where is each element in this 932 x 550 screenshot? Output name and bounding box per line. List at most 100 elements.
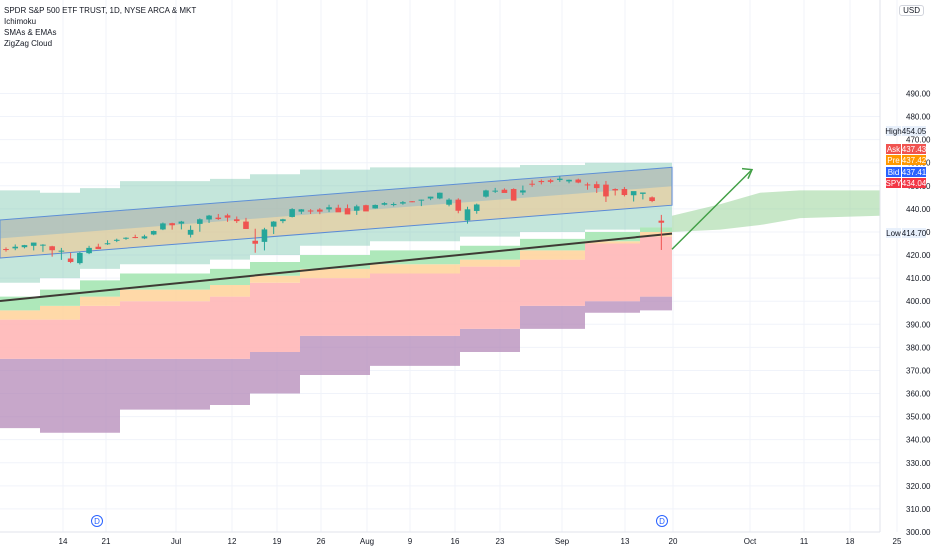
time-axis[interactable]: 14 21 Jul 12 19 26 Aug 9 16 23 Sep 13 20 Oct 11 18 25 D D xyxy=(0,515,902,547)
candle-body xyxy=(298,209,305,212)
candle xyxy=(12,244,19,251)
candle-body xyxy=(520,190,526,193)
price-tag-label: Bid xyxy=(888,168,900,177)
price-tick-label: 410.00 xyxy=(906,274,931,283)
candle xyxy=(363,204,369,212)
price-tag-value: 437.41 xyxy=(902,168,927,177)
candle-body xyxy=(390,204,397,206)
candle-body xyxy=(427,196,434,199)
candle-body xyxy=(86,247,92,254)
candle-body xyxy=(280,219,286,222)
candle xyxy=(473,203,480,214)
candle xyxy=(538,179,545,185)
candle-body xyxy=(409,201,415,203)
candle-body xyxy=(104,243,111,245)
candle xyxy=(418,199,425,207)
price-tag-value-bg xyxy=(902,144,926,154)
candle xyxy=(67,252,74,264)
price-tag-high: High 454.05 xyxy=(885,126,927,136)
candle xyxy=(298,209,305,214)
candle-body xyxy=(464,209,471,221)
candle-body xyxy=(437,192,443,199)
candle xyxy=(86,245,92,255)
candle xyxy=(40,244,46,252)
price-tag-value: 434.04 xyxy=(902,179,927,188)
indicator-ichimoku[interactable]: Ichimoku xyxy=(4,17,37,26)
candle xyxy=(529,180,535,187)
price-tag-pre: Pre 437.42 xyxy=(886,155,927,165)
candle xyxy=(95,243,102,250)
candle xyxy=(483,189,489,198)
candle xyxy=(307,209,314,214)
candle xyxy=(113,238,120,243)
time-tick-label: 16 xyxy=(451,537,460,546)
candle xyxy=(649,196,655,203)
candle xyxy=(520,185,526,196)
candle xyxy=(150,230,157,236)
candle xyxy=(21,244,28,249)
candle xyxy=(344,204,351,215)
candle xyxy=(206,214,212,223)
candle-body xyxy=(150,231,157,235)
time-tick-label: 26 xyxy=(317,537,326,546)
time-tick-label: 13 xyxy=(621,537,630,546)
candle-body xyxy=(307,210,314,212)
candle-body xyxy=(612,189,618,191)
price-tick-label: 380.00 xyxy=(906,343,931,352)
price-tick-label: 400.00 xyxy=(906,297,931,306)
candle-body xyxy=(3,249,9,251)
candle xyxy=(464,206,471,224)
candle-body xyxy=(400,202,406,204)
price-tag-label-bg xyxy=(886,155,901,165)
price-tag-label: High xyxy=(885,127,901,136)
price-tag-label: Low xyxy=(886,229,901,238)
candle-body xyxy=(529,183,535,185)
time-tick-label: Oct xyxy=(744,537,757,546)
price-tick-label: 470.00 xyxy=(906,136,931,145)
candle xyxy=(58,247,65,260)
price-tag-value-bg xyxy=(902,167,926,177)
indicator-zigzag-cloud[interactable]: ZigZag Cloud xyxy=(4,39,53,48)
time-tick-label: 21 xyxy=(102,537,111,546)
time-tick-label: Sep xyxy=(555,537,570,546)
candle xyxy=(400,201,406,205)
price-tag-label: Pre xyxy=(887,156,900,165)
dividend-marker: D xyxy=(656,515,668,527)
price-tag-bid: Bid 437.41 xyxy=(886,167,927,177)
price-tag-label-bg xyxy=(886,167,901,177)
candle xyxy=(437,192,443,200)
time-tick-label: Aug xyxy=(360,537,374,546)
candle xyxy=(621,186,628,197)
price-tag-value-bg xyxy=(902,228,926,238)
candle xyxy=(252,228,259,253)
indicator-smas-emas[interactable]: SMAs & EMAs xyxy=(4,28,57,37)
price-tag-label-bg xyxy=(886,228,901,238)
candle xyxy=(575,178,582,184)
price-tag-label: Ask xyxy=(887,145,901,154)
price-tick-label: 330.00 xyxy=(906,459,931,468)
symbol-title[interactable]: SPDR S&P 500 ETF TRUST, 1D, NYSE ARCA & … xyxy=(4,6,197,15)
candle-body xyxy=(557,178,563,181)
candle xyxy=(270,221,277,235)
currency-button[interactable]: USD xyxy=(899,5,924,16)
dividend-marker: D xyxy=(91,515,103,527)
candle-body xyxy=(206,215,212,220)
price-tick-label: 310.00 xyxy=(906,505,931,514)
dividend-marker-circle xyxy=(656,515,668,527)
candle-body xyxy=(483,190,489,197)
candle-body xyxy=(538,180,545,183)
candle xyxy=(123,237,129,240)
price-tag-low: Low 414.70 xyxy=(886,228,927,238)
price-tag-label-bg xyxy=(886,144,901,154)
price-axis[interactable]: 490.00480.00470.00460.00450.00440.00430.… xyxy=(879,0,931,537)
time-tick-label: 19 xyxy=(273,537,282,546)
candle-body xyxy=(252,240,259,244)
candle xyxy=(261,227,268,251)
candle-body xyxy=(593,184,600,189)
zigzag-cloud xyxy=(0,162,880,433)
time-tick-label: 18 xyxy=(846,537,855,546)
candle xyxy=(501,188,508,193)
dividend-marker-label: D xyxy=(94,517,100,526)
candle-body xyxy=(141,236,148,239)
